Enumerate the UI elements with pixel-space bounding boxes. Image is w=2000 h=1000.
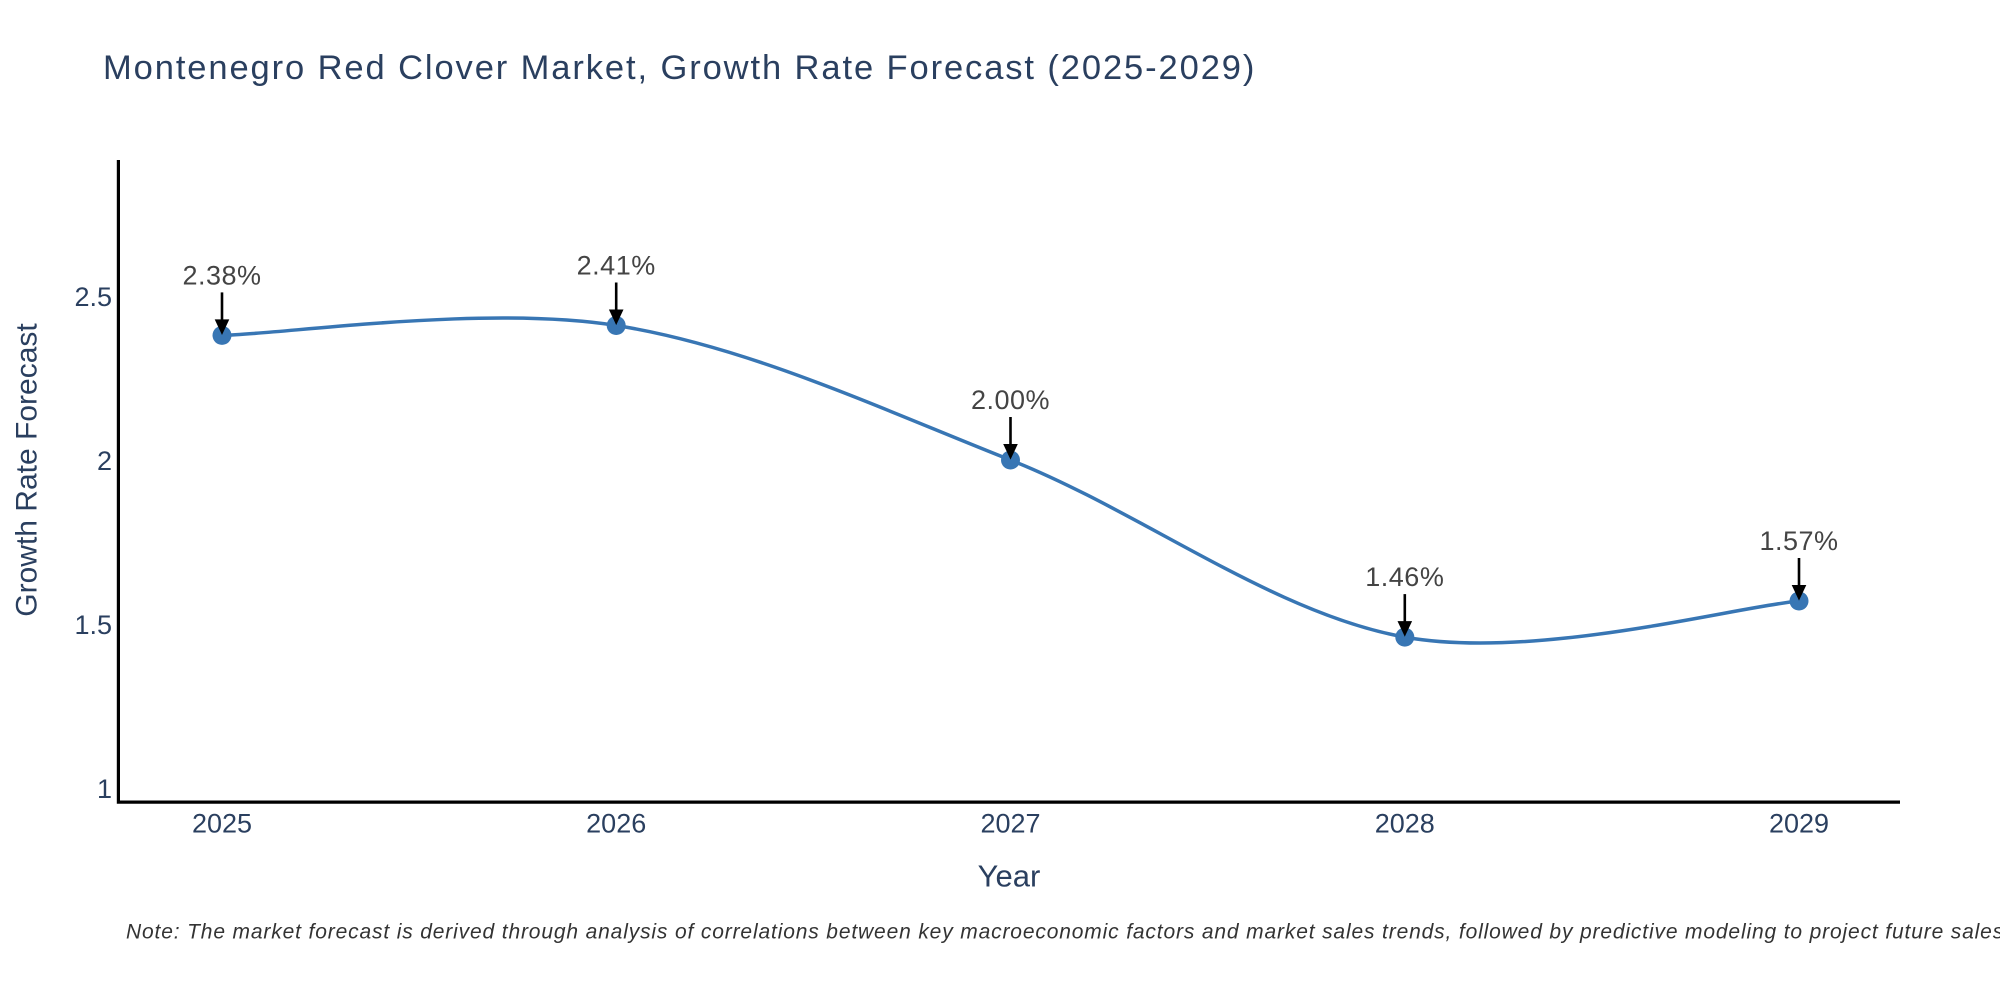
svg-text:2025: 2025 [192,809,252,839]
svg-text:1.46%: 1.46% [1365,562,1444,592]
svg-text:2.41%: 2.41% [577,251,656,281]
svg-text:Montenegro Red Clover Market,: Montenegro Red Clover Market, Growth Rat… [103,49,1256,87]
svg-text:2029: 2029 [1769,809,1829,839]
svg-text:2.00%: 2.00% [971,385,1050,415]
svg-text:2026: 2026 [586,809,646,839]
svg-text:Year: Year [978,859,1041,894]
svg-text:2.5: 2.5 [74,282,112,312]
svg-text:1.57%: 1.57% [1759,526,1838,556]
svg-text:2.38%: 2.38% [182,260,261,290]
svg-text:1: 1 [97,774,112,804]
svg-text:1.5: 1.5 [74,610,112,640]
svg-text:Growth Rate Forecast: Growth Rate Forecast [11,323,44,617]
svg-text:2027: 2027 [980,809,1040,839]
svg-text:2028: 2028 [1375,809,1435,839]
svg-text:2: 2 [97,446,112,476]
svg-text:Note: The market forecast is d: Note: The market forecast is derived thr… [126,921,2000,944]
